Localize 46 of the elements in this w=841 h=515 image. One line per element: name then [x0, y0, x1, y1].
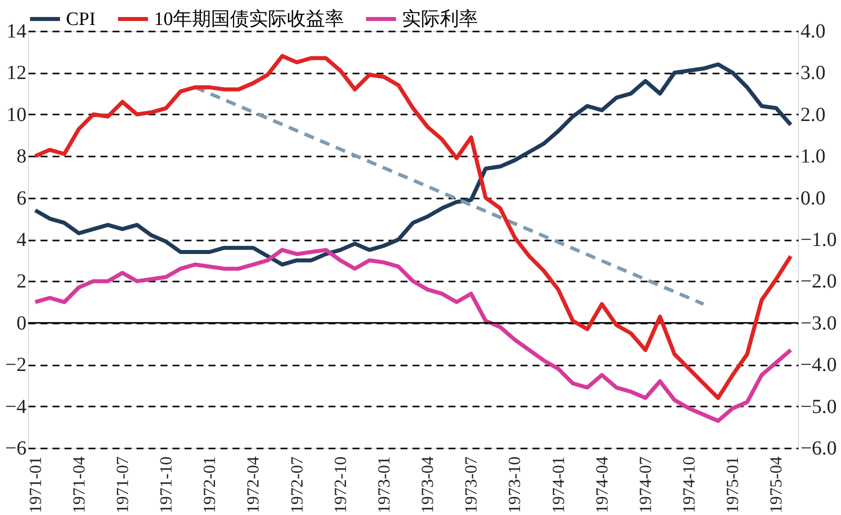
x-tick-label: 1974-01	[548, 456, 568, 514]
y2-tick-label: 0.0	[800, 187, 826, 210]
x-tick-label: 1973-10	[505, 456, 524, 514]
x-tick-label: 1973-07	[462, 456, 481, 514]
y2-tick-label: 1.0	[800, 146, 826, 168]
y-tick-label: 4	[16, 229, 26, 251]
line-series	[33, 62, 793, 267]
x-tick-label: 1971-07	[112, 456, 132, 514]
y2-tick-label: −1.0	[800, 229, 837, 251]
y-tick-label: 12	[6, 62, 26, 84]
line-series	[33, 54, 793, 400]
y-tick-label: 6	[16, 187, 26, 210]
x-tick-label: 1975-04	[766, 456, 786, 514]
x-tick-label: 1974-07	[636, 456, 655, 514]
y2-tick-label: 3.0	[800, 62, 826, 84]
x-tick-label: 1972-07	[287, 456, 306, 514]
y2-tick-label: 2.0	[800, 104, 826, 126]
x-tick-label: 1972-10	[330, 456, 350, 514]
x-tick-label: 1973-04	[418, 456, 438, 514]
y2-tick-label: −3.0	[800, 312, 837, 334]
x-tick-label: 1974-04	[592, 456, 612, 514]
y-tick-label: 0	[16, 312, 26, 334]
y-tick-label: −6	[5, 438, 26, 460]
y-tick-label: −4	[5, 396, 26, 418]
x-tick-label: 1971-01	[26, 456, 45, 514]
x-tick-label: 1973-01	[374, 456, 394, 514]
y-tick-label: 10	[6, 104, 26, 126]
x-tick-label: 1975-01	[723, 456, 742, 514]
y2-tick-label: −2.0	[800, 270, 837, 293]
x-tick-label: 1971-04	[69, 456, 88, 514]
y-tick-label: 2	[16, 270, 26, 293]
x-tick-label: 1972-04	[244, 456, 263, 514]
legend-label: CPI	[66, 9, 96, 30]
x-tick-label: 1972-01	[200, 456, 220, 514]
y-tick-label: 8	[16, 146, 26, 168]
x-tick-label: 1971-10	[156, 456, 176, 514]
y-tick-label: 14	[6, 20, 26, 42]
x-tick-label: 1974-10	[680, 456, 699, 514]
legend-label: 10年期国债实际收益率	[154, 8, 344, 30]
y2-tick-label: −5.0	[800, 396, 837, 418]
y-tick-label: −2	[5, 354, 26, 376]
y2-tick-label: −4.0	[800, 354, 837, 376]
y2-tick-label: 4.0	[800, 20, 826, 42]
line-series	[33, 248, 793, 423]
legend-label: 实际利率	[402, 8, 478, 30]
y2-tick-label: −6.0	[800, 438, 837, 460]
